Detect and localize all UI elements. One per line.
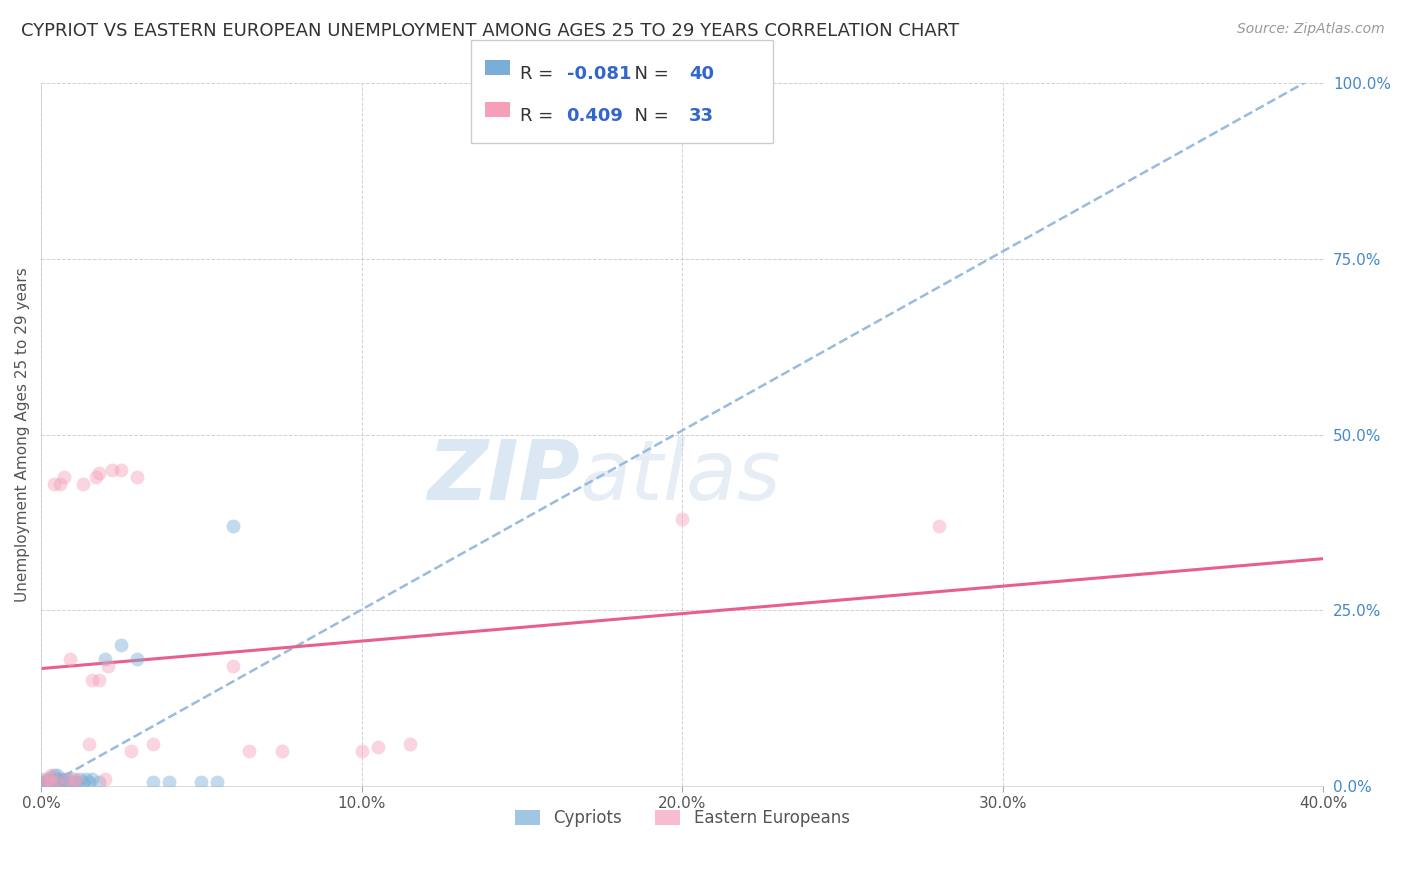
Point <box>350 744 373 758</box>
Point <box>87 775 110 789</box>
Point <box>49 476 72 491</box>
Point <box>42 476 65 491</box>
Point <box>142 775 165 789</box>
Point <box>110 463 132 477</box>
Point <box>928 519 950 533</box>
Point <box>34 775 56 789</box>
Point <box>72 476 94 491</box>
Point <box>77 737 100 751</box>
Point <box>270 744 292 758</box>
Point <box>39 775 62 789</box>
Point <box>75 772 97 786</box>
Point <box>52 469 75 483</box>
Point <box>55 772 77 786</box>
Point <box>65 772 87 786</box>
Point <box>42 775 65 789</box>
Point <box>207 775 229 789</box>
Point <box>94 652 117 666</box>
Point <box>42 768 65 782</box>
Point <box>367 740 389 755</box>
Point <box>82 673 104 688</box>
Point <box>39 768 62 782</box>
Point <box>97 659 120 673</box>
Point <box>222 519 245 533</box>
Text: 33: 33 <box>689 107 714 125</box>
Text: R =: R = <box>520 65 560 83</box>
Point <box>127 469 149 483</box>
Legend: Cypriots, Eastern Europeans: Cypriots, Eastern Europeans <box>508 802 856 834</box>
Point <box>37 773 59 788</box>
Point <box>82 772 104 786</box>
Point <box>37 775 59 789</box>
Point <box>87 673 110 688</box>
Point <box>34 775 56 789</box>
Point <box>120 744 142 758</box>
Point <box>94 772 117 786</box>
Point <box>62 775 84 789</box>
Point <box>55 772 77 786</box>
Point <box>42 773 65 788</box>
Point <box>39 775 62 789</box>
Point <box>87 467 110 481</box>
Point <box>39 770 62 784</box>
Point <box>65 775 87 789</box>
Point <box>52 775 75 789</box>
Text: N =: N = <box>623 107 675 125</box>
Point <box>398 737 420 751</box>
Point <box>46 775 69 789</box>
Y-axis label: Unemployment Among Ages 25 to 29 years: Unemployment Among Ages 25 to 29 years <box>15 268 30 602</box>
Point <box>49 775 72 789</box>
Point <box>72 775 94 789</box>
Text: 40: 40 <box>689 65 714 83</box>
Point <box>37 772 59 786</box>
Point <box>100 463 122 477</box>
Point <box>46 775 69 789</box>
Point <box>77 775 100 789</box>
Point <box>34 775 56 789</box>
Point <box>62 772 84 786</box>
Point <box>84 469 107 483</box>
Point <box>62 775 84 789</box>
Text: 0.409: 0.409 <box>567 107 623 125</box>
Point <box>59 652 82 666</box>
Point <box>190 775 212 789</box>
Text: -0.081: -0.081 <box>567 65 631 83</box>
Point <box>39 773 62 788</box>
Point <box>37 775 59 789</box>
Text: N =: N = <box>623 65 675 83</box>
Point <box>52 772 75 786</box>
Point <box>55 775 77 789</box>
Point <box>142 737 165 751</box>
Point <box>238 744 260 758</box>
Point <box>110 638 132 652</box>
Point <box>127 652 149 666</box>
Text: Source: ZipAtlas.com: Source: ZipAtlas.com <box>1237 22 1385 37</box>
Point <box>34 772 56 786</box>
Point <box>671 512 693 526</box>
Point <box>222 659 245 673</box>
Text: R =: R = <box>520 107 560 125</box>
Text: CYPRIOT VS EASTERN EUROPEAN UNEMPLOYMENT AMONG AGES 25 TO 29 YEARS CORRELATION C: CYPRIOT VS EASTERN EUROPEAN UNEMPLOYMENT… <box>21 22 959 40</box>
Point <box>59 775 82 789</box>
Point <box>46 772 69 786</box>
Point <box>69 772 91 786</box>
Text: ZIP: ZIP <box>427 436 579 517</box>
Point <box>39 775 62 789</box>
Point <box>46 768 69 782</box>
Point <box>49 772 72 786</box>
Point <box>157 775 180 789</box>
Text: atlas: atlas <box>579 436 782 517</box>
